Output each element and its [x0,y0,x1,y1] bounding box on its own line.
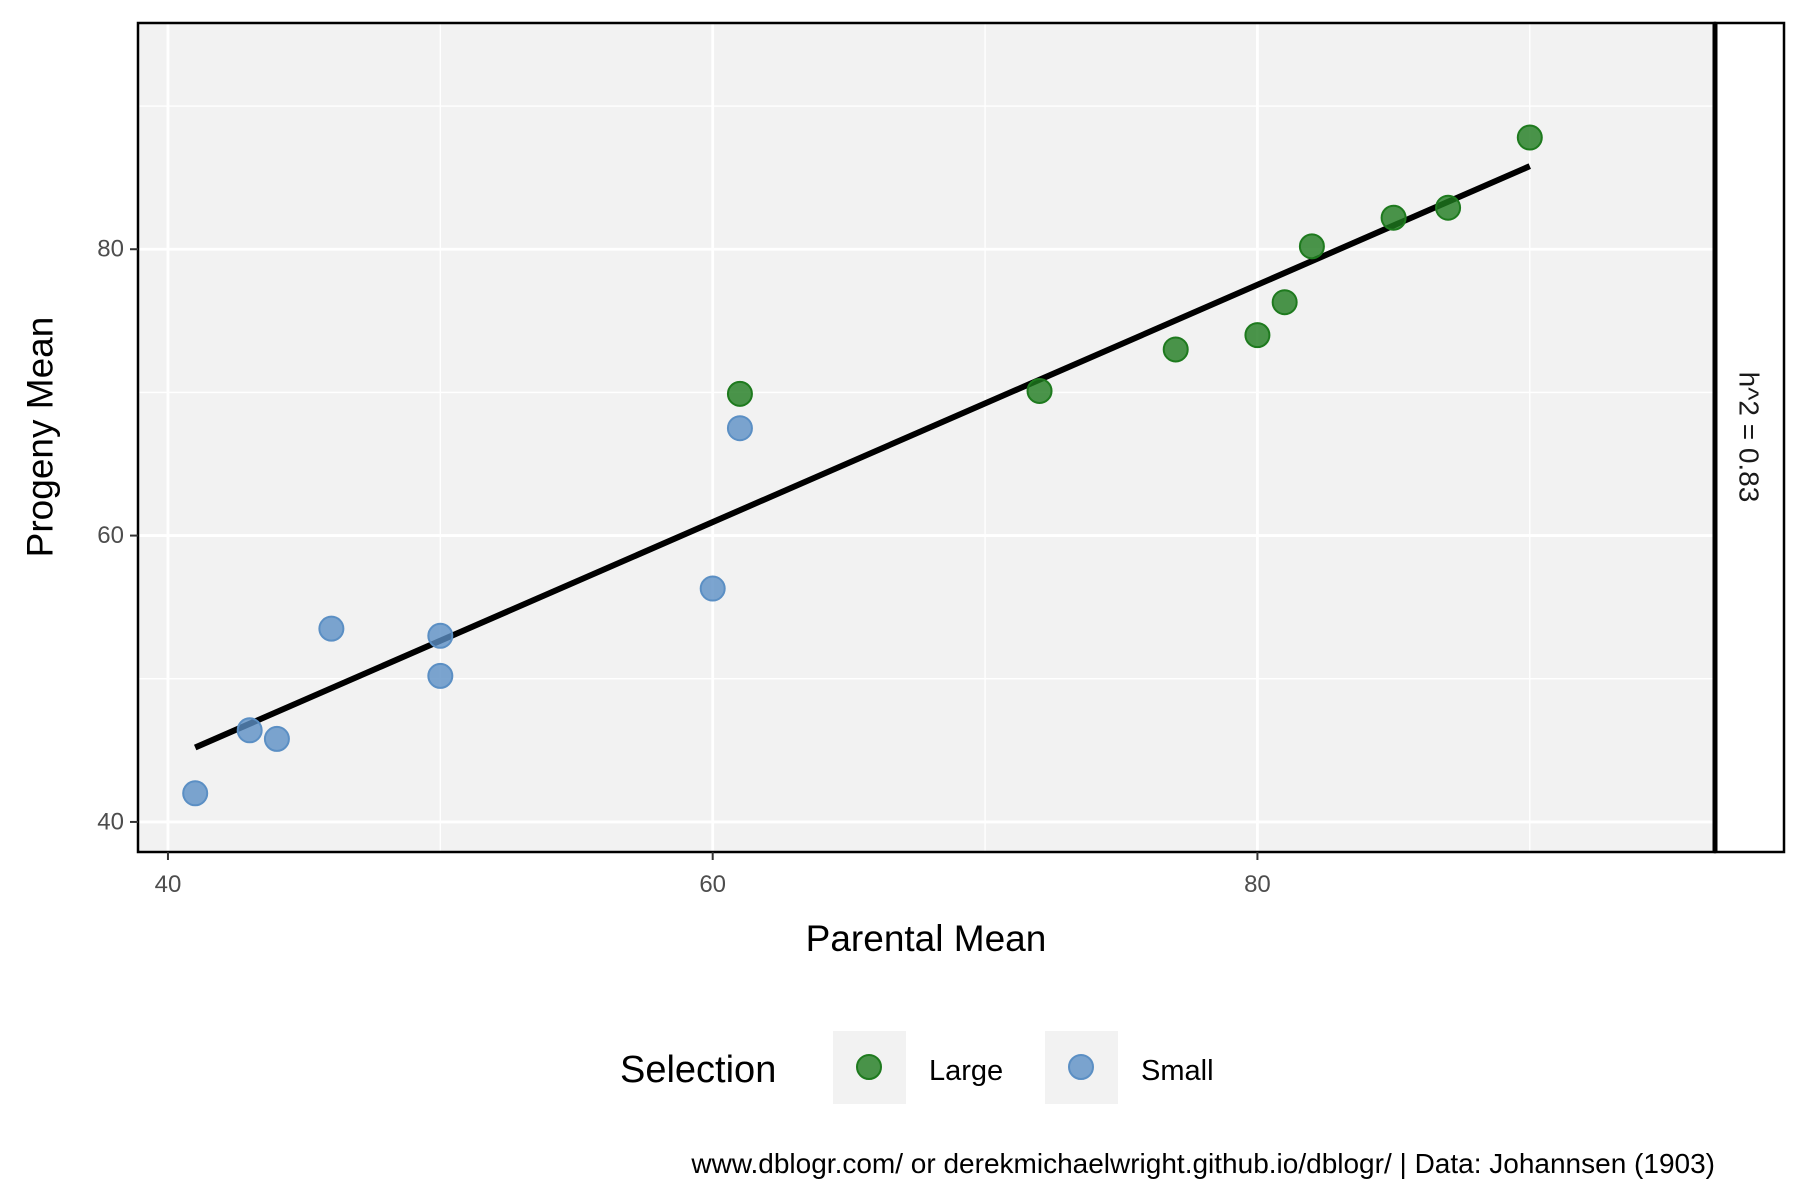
data-point-small [236,717,263,744]
x-tick-label: 80 [1244,871,1271,898]
legend: Selection Large Small [620,1031,1214,1104]
legend-marker-small [1068,1054,1094,1080]
y-axis: 40 60 80 [97,236,138,835]
data-point-small [427,622,454,649]
x-tick-label: 60 [699,871,726,898]
data-point-large [726,380,753,407]
data-point-large [1435,194,1462,221]
data-point-large [1516,124,1543,151]
data-point-large [1298,233,1325,260]
minor-gridlines [138,23,1715,852]
y-tick-label: 60 [97,522,124,549]
legend-label-large: Large [929,1055,1003,1087]
y-tick-label: 40 [97,808,124,835]
legend-label-small: Small [1141,1055,1214,1087]
data-point-large [1380,204,1407,231]
regression-line [193,163,1531,751]
caption: www.dblogr.com/ or derekmichaelwright.gi… [690,1148,1715,1179]
x-axis: 40 60 80 [155,852,1271,898]
x-axis-title: Parental Mean [806,918,1047,959]
data-point-small [427,662,454,689]
facet-strip-label: h^2 = 0.83 [1734,372,1765,503]
data-point-small [318,615,345,642]
y-axis-title: Progeny Mean [20,317,61,558]
data-point-small [726,415,753,442]
data-point-small [263,725,290,752]
data-point-large [1244,322,1271,349]
data-point-small [699,575,726,602]
plot-panel [138,23,1715,852]
data-point-large [1026,377,1053,404]
legend-marker-large [856,1054,882,1080]
legend-title: Selection [620,1049,776,1091]
x-tick-label: 40 [155,871,182,898]
data-point-large [1162,336,1189,363]
facet-strip [1713,21,1786,854]
data-points [182,124,1543,807]
y-tick-label: 80 [97,236,124,263]
data-point-small [182,780,209,807]
data-point-large [1271,289,1298,316]
major-gridlines [138,23,1715,852]
